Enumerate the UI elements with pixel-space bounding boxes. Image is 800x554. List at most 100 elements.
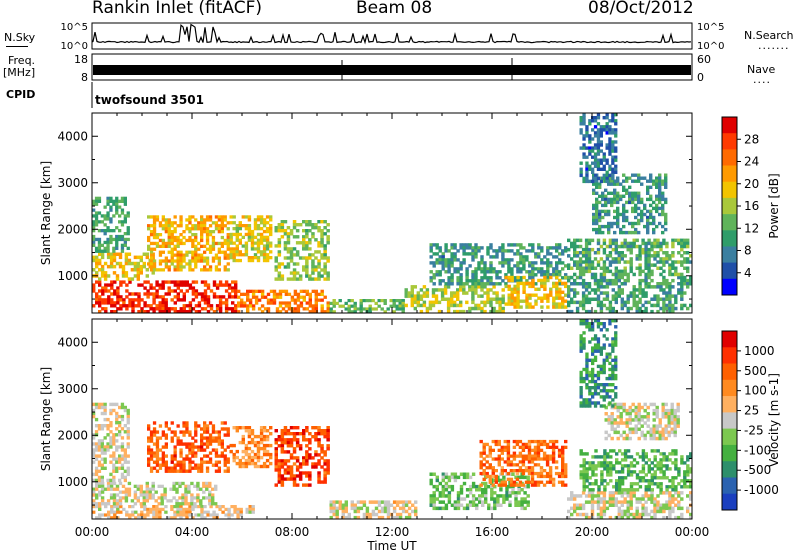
heatmap-cell	[256, 446, 261, 451]
heatmap-cell	[244, 253, 249, 257]
heatmap-cell	[622, 188, 626, 192]
heatmap-cell	[142, 496, 146, 500]
heatmap-cell	[582, 488, 586, 492]
heatmap-cell	[602, 494, 607, 498]
heatmap-cell	[158, 310, 162, 314]
heatmap-cell	[646, 188, 650, 192]
heatmap-cell	[232, 253, 236, 257]
heatmap-cell	[302, 483, 306, 487]
heatmap-cell	[432, 273, 436, 277]
heatmap-cell	[185, 424, 189, 428]
heatmap-cell	[555, 305, 559, 309]
heatmap-cell	[253, 440, 258, 445]
heatmap-cell	[581, 278, 586, 283]
heatmap-cell	[145, 255, 149, 260]
heatmap-cell	[181, 493, 185, 497]
heatmap-cell	[140, 283, 144, 287]
heatmap-cell	[250, 238, 255, 242]
heatmap-cell	[293, 301, 298, 305]
heatmap-cell	[668, 294, 672, 298]
heatmap-cell	[215, 307, 220, 311]
heatmap-cell	[519, 246, 523, 250]
heatmap-cell	[115, 414, 119, 419]
heatmap-cell	[680, 306, 684, 311]
heatmap-cell	[362, 512, 367, 517]
heatmap-cell	[106, 211, 110, 215]
heatmap-cell	[546, 299, 550, 303]
heatmap-cell	[254, 301, 259, 305]
heatmap-cell	[247, 238, 252, 242]
heatmap-cell	[286, 226, 291, 230]
heatmap-cell	[644, 260, 648, 264]
heatmap-cell	[320, 432, 324, 436]
heatmap-cell	[429, 478, 433, 483]
heatmap-cell	[653, 244, 657, 249]
heatmap-cell	[179, 253, 183, 257]
heatmap-cell	[119, 295, 123, 299]
heatmap-cell	[540, 258, 544, 262]
heatmap-cell	[398, 512, 403, 517]
heatmap-cell	[94, 214, 99, 218]
heatmap-cell	[149, 451, 154, 455]
heatmap-cell	[92, 268, 96, 272]
heatmap-cell	[534, 282, 538, 286]
heatmap-cell	[326, 444, 330, 448]
heatmap-cell	[194, 310, 199, 314]
heatmap-cell	[398, 307, 402, 311]
heatmap-cell	[498, 249, 502, 253]
heatmap-cell	[599, 275, 604, 280]
heatmap-cell	[182, 466, 186, 470]
heatmap-cell	[208, 215, 213, 219]
heatmap-cell	[450, 279, 454, 283]
heatmap-cell	[497, 460, 501, 464]
heatmap-cell	[193, 484, 197, 488]
heatmap-cell	[686, 269, 690, 274]
heatmap-cell	[591, 128, 595, 132]
heatmap-cell	[170, 454, 174, 458]
heatmap-cell	[170, 436, 174, 440]
heatmap-cell	[256, 256, 261, 260]
heatmap-cell	[680, 285, 684, 289]
heatmap-cell	[191, 505, 195, 509]
heatmap-cell	[619, 182, 623, 186]
heatmap-cell	[92, 478, 96, 483]
heatmap-cell	[585, 125, 589, 129]
heatmap-cell	[567, 278, 571, 283]
heatmap-cell	[179, 268, 183, 272]
heatmap-cell	[157, 496, 161, 500]
heatmap-cell	[164, 230, 168, 234]
heatmap-cell	[262, 250, 267, 254]
heatmap-cell	[100, 255, 105, 260]
heatmap-cell	[584, 263, 589, 267]
heatmap-cell	[480, 255, 484, 259]
heatmap-cell	[447, 270, 451, 274]
heatmap-cell	[160, 484, 164, 488]
heatmap-cell	[302, 220, 306, 224]
heatmap-cell	[487, 506, 491, 511]
heatmap-cell	[326, 459, 330, 463]
heatmap-cell	[115, 402, 119, 407]
heatmap-cell	[212, 283, 217, 287]
heatmap-cell	[386, 509, 391, 514]
heatmap-cell	[146, 507, 150, 511]
heatmap-cell	[214, 439, 219, 443]
heatmap-cell	[527, 445, 532, 449]
heatmap-cell	[118, 214, 122, 218]
heatmap-cell	[359, 301, 363, 305]
heatmap-cell	[619, 212, 623, 217]
heatmap-cell	[218, 307, 223, 311]
heatmap-cell	[253, 461, 258, 466]
heatmap-cell	[115, 196, 119, 200]
heatmap-cell	[277, 465, 282, 469]
heatmap-cell	[126, 430, 130, 434]
heatmap-cell	[494, 477, 498, 481]
heatmap-cell	[211, 499, 215, 503]
heatmap-cell	[194, 463, 198, 467]
heatmap-cell	[107, 295, 111, 299]
heatmap-cell	[179, 430, 183, 434]
heatmap-cell	[468, 285, 472, 289]
heatmap-cell	[256, 434, 261, 439]
heatmap-cell	[232, 458, 236, 463]
heatmap-cell	[591, 464, 595, 468]
heatmap-cell	[587, 238, 592, 243]
